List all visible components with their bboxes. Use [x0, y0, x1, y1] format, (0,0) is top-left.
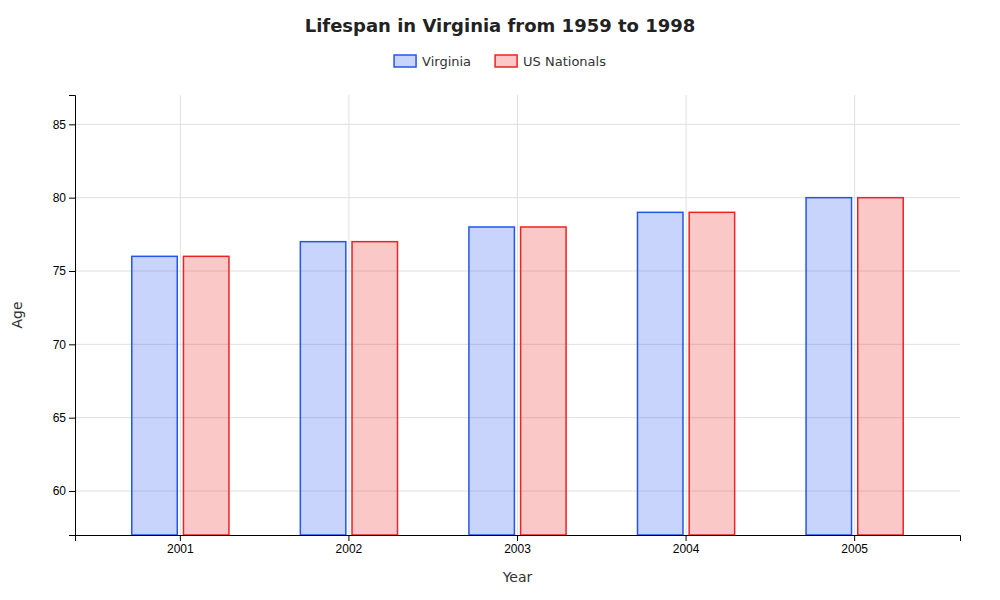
x-axis: 2001 2002 2003 2004 2005 — [76, 535, 961, 556]
legend-label: US Nationals — [523, 54, 606, 69]
bar — [469, 227, 514, 535]
tick-label: 80 — [53, 191, 67, 205]
series — [183, 198, 903, 535]
tick-mark — [180, 535, 181, 541]
bar — [689, 212, 734, 535]
tick-label: 75 — [53, 264, 67, 278]
bar — [183, 256, 228, 535]
grid-line — [854, 95, 855, 535]
tick: 75 — [53, 264, 75, 278]
bar — [352, 242, 397, 535]
tick: 65 — [53, 411, 75, 425]
tick: 2003 — [504, 535, 531, 556]
tick-label: 70 — [53, 338, 67, 352]
y-axis-title: Age — [9, 301, 25, 328]
tick-mark — [69, 344, 75, 345]
legend: Virginia US Nationals — [394, 54, 606, 69]
tick-label: 2005 — [841, 542, 868, 556]
bar — [858, 198, 903, 535]
grid-line — [686, 95, 687, 535]
tick-mark — [348, 535, 349, 541]
tick: 85 — [53, 118, 75, 132]
tick-mark — [69, 491, 75, 492]
bar — [521, 227, 566, 535]
bar — [300, 242, 345, 535]
title: Lifespan in Virginia from 1959 to 1998 — [305, 15, 696, 36]
tick-label: 85 — [53, 118, 67, 132]
tick-mark — [69, 418, 75, 419]
bar — [132, 256, 177, 535]
tick-mark — [69, 271, 75, 272]
chart: 2001 2002 2003 2004 2005 60 65 70 75 80 85 Year Age L… — [0, 0, 1000, 600]
tick: 2002 — [336, 535, 363, 556]
legend-label: Virginia — [422, 54, 471, 69]
plot-area: 2001 2002 2003 2004 2005 60 65 70 75 80 85 — [53, 95, 961, 556]
tick: 60 — [53, 484, 75, 498]
y-axis: 60 65 70 75 80 85 — [53, 96, 76, 536]
tick-label: 2002 — [336, 542, 363, 556]
bar — [637, 212, 682, 535]
grid-line — [517, 95, 518, 535]
tick: 2004 — [673, 535, 700, 556]
tick-label: 2003 — [504, 542, 531, 556]
tick: 70 — [53, 338, 75, 352]
grid — [75, 95, 960, 535]
tick-label: 60 — [53, 484, 67, 498]
tick-mark — [686, 535, 687, 541]
tick-mark — [854, 535, 855, 541]
tick-label: 65 — [53, 411, 67, 425]
tick: 80 — [53, 191, 75, 205]
tick-label: 2004 — [673, 542, 700, 556]
x-axis-title: Year — [502, 569, 533, 585]
bars — [132, 198, 903, 535]
series — [132, 198, 852, 535]
tick-label: 2001 — [167, 542, 194, 556]
legend-item: US Nationals — [495, 54, 606, 69]
grid-line — [348, 95, 349, 535]
bar — [806, 198, 851, 535]
axis-line — [76, 536, 961, 542]
legend-item: Virginia — [394, 54, 471, 69]
grid-line — [180, 95, 181, 535]
tick-mark — [517, 535, 518, 541]
tick: 2005 — [841, 535, 868, 556]
legend-swatch — [495, 55, 517, 67]
axis-line — [69, 96, 76, 536]
tick-mark — [69, 198, 75, 199]
legend-swatch — [394, 55, 416, 67]
tick: 2001 — [167, 535, 194, 556]
tick-mark — [69, 124, 75, 125]
